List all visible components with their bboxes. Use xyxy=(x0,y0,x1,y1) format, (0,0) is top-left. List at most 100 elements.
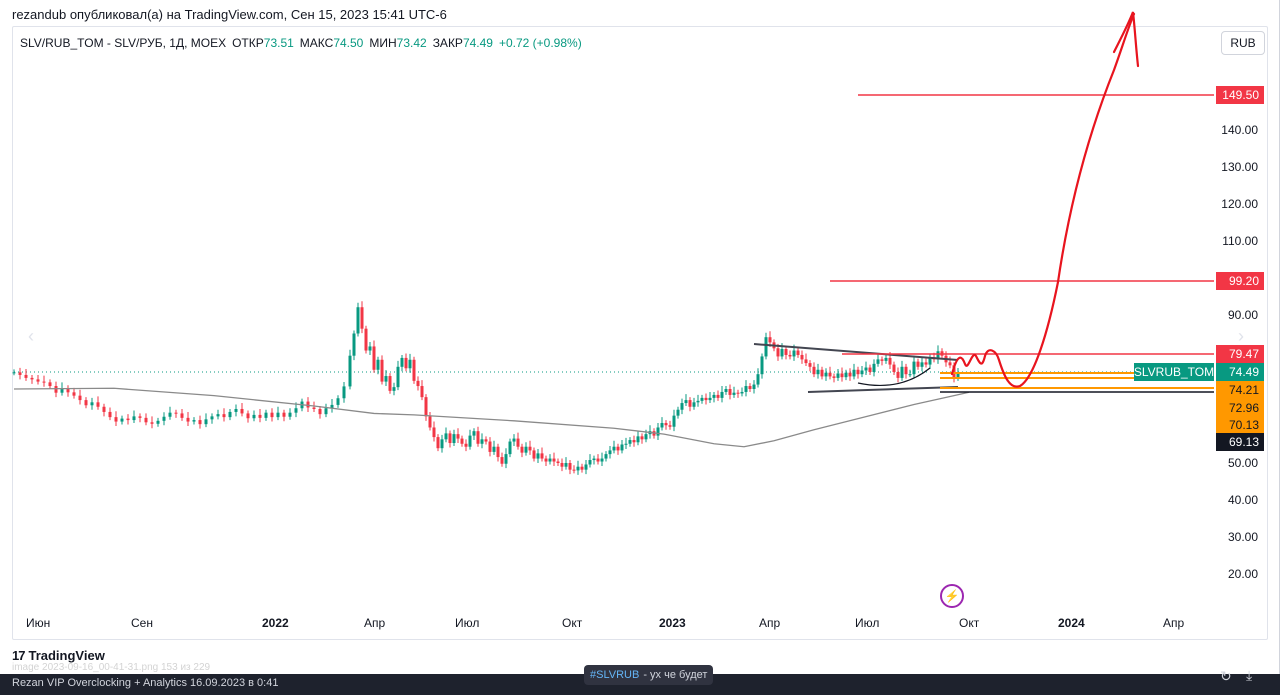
candle-body xyxy=(900,366,904,378)
chevron-left-icon[interactable]: ‹ xyxy=(28,326,34,346)
candle-body xyxy=(508,441,512,455)
candle-body xyxy=(126,418,130,421)
legend-symbol[interactable]: SLV/RUB_TOM - SLV/РУБ, 1Д, MOEX xyxy=(20,36,227,50)
chevron-right-icon[interactable]: › xyxy=(1238,326,1244,346)
candle-body xyxy=(580,466,584,470)
candle-body xyxy=(844,372,848,378)
time-tick: Окт xyxy=(562,616,583,630)
candle-body xyxy=(484,439,488,442)
candle-body xyxy=(824,372,828,377)
candle-body xyxy=(540,453,544,459)
candle-body xyxy=(720,391,724,398)
candle-body xyxy=(924,362,928,365)
candle-body xyxy=(768,337,772,343)
candle-body xyxy=(42,381,46,383)
candle-body xyxy=(524,446,528,453)
candle-body xyxy=(584,464,588,470)
candle-body xyxy=(688,400,692,407)
candle-body xyxy=(464,443,468,447)
candle-body xyxy=(840,373,844,378)
candle-body xyxy=(356,307,360,334)
candle-body xyxy=(732,392,736,395)
download-icon[interactable]: ⤓ xyxy=(1246,667,1253,683)
candle-body xyxy=(572,469,576,471)
candle-body xyxy=(792,350,796,357)
moving-average-line xyxy=(13,387,970,448)
candle-body xyxy=(90,402,94,406)
candle-body xyxy=(78,395,82,401)
candle-body xyxy=(468,435,472,447)
candle-body xyxy=(36,379,40,382)
candle-body xyxy=(396,366,400,388)
time-tick: 2024 xyxy=(1058,616,1085,630)
candle-body xyxy=(404,357,408,369)
candle-body xyxy=(916,361,920,367)
candle-body xyxy=(796,350,800,355)
candle-body xyxy=(860,370,864,375)
candle-body xyxy=(512,438,516,442)
candle-body xyxy=(632,440,636,443)
price-label-149: 149.50 xyxy=(1216,86,1264,104)
rotate-icon[interactable]: ↻ xyxy=(1220,668,1232,684)
candle-body xyxy=(880,359,884,361)
price-tick: 120.00 xyxy=(1221,197,1258,211)
candle-body xyxy=(608,450,612,455)
candle-body xyxy=(748,386,752,389)
candle-body xyxy=(576,466,580,471)
time-tick: Окт xyxy=(959,616,980,630)
price-label-72: 72.96 xyxy=(1216,399,1264,417)
hashtag-link[interactable]: #SLVRUB xyxy=(590,669,640,681)
candle-body xyxy=(552,458,556,462)
legend-close-label: ЗАКР xyxy=(432,36,463,50)
candle-body xyxy=(336,398,340,405)
candle-body xyxy=(896,371,900,378)
candle-body xyxy=(376,359,380,370)
candle-body xyxy=(416,380,420,387)
candle-body xyxy=(948,362,952,366)
candle-body xyxy=(448,433,452,444)
candle-body xyxy=(492,446,496,452)
candle-body xyxy=(480,439,484,444)
legend-high-value: 74.50 xyxy=(333,36,364,50)
currency-button[interactable]: RUB xyxy=(1221,31,1265,55)
candle-body xyxy=(856,369,860,375)
candle-body xyxy=(168,412,172,417)
candle-body xyxy=(532,450,536,459)
lightning-icon[interactable]: ⚡ xyxy=(940,584,964,608)
price-label-79: 79.47 xyxy=(1216,345,1264,363)
candle-body xyxy=(216,414,220,417)
price-tick: 90.00 xyxy=(1227,308,1258,322)
candle-body xyxy=(704,397,708,401)
candle-body xyxy=(496,446,500,458)
candle-body xyxy=(624,443,628,445)
candle-body xyxy=(240,408,244,414)
candle-body xyxy=(560,463,564,467)
status-line: Rezan VIP Overclocking + Analytics 16.09… xyxy=(12,677,279,689)
candle-body xyxy=(676,409,680,416)
symbol-legend: SLV/RUB_TOM - SLV/РУБ, 1Д, MOEX ОТКР73.5… xyxy=(20,36,582,50)
tradingview-logo[interactable]: 17 TradingView xyxy=(12,648,105,663)
forecast-arrow-head xyxy=(1112,11,1140,68)
candle-body xyxy=(276,412,280,418)
candle-body xyxy=(440,439,444,449)
candle-body xyxy=(186,417,190,422)
candle-body xyxy=(852,369,856,377)
candle-body xyxy=(18,372,22,375)
candle-body xyxy=(672,415,676,427)
chart-frame: rezandub опубликовал(а) на TradingView.c… xyxy=(0,0,1280,674)
image-meta: image 2023-09-16_00-41-31.png 153 из 229 xyxy=(12,662,211,673)
price-chart[interactable] xyxy=(0,0,1280,674)
candle-body xyxy=(432,427,436,438)
candle-body xyxy=(708,397,712,401)
candle-body xyxy=(756,374,760,385)
candle-body xyxy=(204,419,208,425)
candle-body xyxy=(780,349,784,357)
candle-body xyxy=(198,420,202,425)
candle-body xyxy=(400,357,404,367)
chart-pane[interactable] xyxy=(12,26,1268,640)
time-tick: Июл xyxy=(455,616,480,630)
candle-body xyxy=(600,458,604,462)
candle-body xyxy=(656,427,660,436)
candle-body xyxy=(364,328,368,351)
candle-body xyxy=(476,431,480,444)
